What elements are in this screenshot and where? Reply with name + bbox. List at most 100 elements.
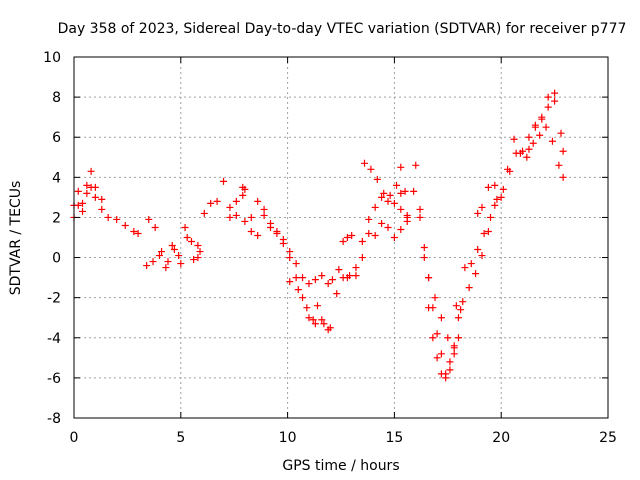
x-tick-label: 20 (492, 430, 510, 446)
data-point (318, 316, 326, 324)
data-point (267, 219, 275, 227)
data-point (151, 223, 159, 231)
data-point (352, 272, 360, 280)
data-point (378, 219, 386, 227)
x-tick-label: 25 (599, 430, 617, 446)
data-point (542, 123, 550, 131)
data-point (431, 294, 439, 302)
series-track-22 (525, 97, 559, 153)
data-point (170, 246, 178, 254)
data-point (478, 252, 486, 260)
data-point (247, 213, 255, 221)
data-point (465, 284, 473, 292)
data-point (194, 242, 202, 250)
data-points (70, 89, 567, 382)
data-point (557, 129, 565, 137)
data-point (241, 217, 249, 225)
data-point (232, 211, 240, 219)
data-point (299, 294, 307, 302)
data-point (220, 177, 228, 185)
y-tick-label: -8 (47, 411, 61, 427)
data-point (213, 197, 221, 205)
data-point (442, 374, 450, 382)
data-point (544, 93, 552, 101)
data-point (241, 185, 249, 193)
data-point (450, 344, 458, 352)
data-point (87, 167, 95, 175)
data-point (143, 262, 151, 270)
data-point (239, 191, 247, 199)
y-axis-label: SDTVAR / TECUs (8, 181, 24, 296)
data-point (525, 133, 533, 141)
data-point (538, 113, 546, 121)
data-point (292, 260, 300, 268)
data-point (311, 320, 319, 328)
data-point (254, 231, 262, 239)
data-point (467, 260, 475, 268)
data-point (348, 231, 356, 239)
data-point (450, 350, 458, 358)
data-point (254, 197, 262, 205)
data-point (286, 248, 294, 256)
series-track-20 (459, 123, 567, 306)
data-point (516, 149, 524, 157)
data-point (365, 215, 373, 223)
data-point (158, 248, 166, 256)
series-track-10 (335, 254, 366, 282)
data-point (207, 199, 215, 207)
data-point (531, 121, 539, 129)
data-point (286, 254, 294, 262)
data-point (303, 304, 311, 312)
data-point (83, 189, 91, 197)
data-point (433, 354, 441, 362)
data-point (454, 334, 462, 342)
data-point (416, 213, 424, 221)
data-point (273, 229, 281, 237)
data-point (187, 238, 195, 246)
data-point (200, 209, 208, 217)
data-point (183, 234, 191, 241)
data-point (343, 234, 351, 241)
series-track-4 (143, 223, 202, 272)
data-point (384, 223, 392, 231)
data-point (412, 161, 420, 169)
series-track-3 (145, 215, 204, 268)
data-point (474, 246, 482, 254)
y-tick-label: 6 (52, 130, 61, 146)
data-point (367, 165, 375, 173)
data-point (145, 215, 153, 223)
data-point (360, 159, 368, 167)
data-point (446, 358, 454, 366)
data-point (446, 366, 454, 374)
y-tick-label: -4 (47, 331, 61, 347)
data-point (134, 229, 142, 237)
data-point (472, 270, 480, 278)
data-point (559, 173, 567, 181)
data-point (324, 280, 332, 288)
data-point (292, 274, 300, 282)
y-tick-label: 2 (52, 210, 61, 226)
data-point (444, 334, 452, 342)
series-track-17 (425, 274, 458, 352)
data-point (478, 203, 486, 211)
grid-lines (74, 57, 608, 418)
data-point (437, 314, 445, 322)
data-point (326, 324, 334, 332)
chart-title: Day 358 of 2023, Sidereal Day-to-day VTE… (58, 21, 627, 37)
data-point (149, 258, 157, 266)
data-point (491, 201, 499, 209)
y-tick-label: -2 (47, 291, 61, 307)
data-point (358, 238, 366, 246)
data-point (371, 231, 379, 239)
data-point (420, 254, 428, 262)
data-point (551, 97, 559, 105)
data-point (371, 203, 379, 211)
data-point (504, 165, 512, 173)
data-point (487, 213, 495, 221)
series-track-2 (70, 167, 106, 221)
data-point (480, 229, 488, 237)
data-point (548, 137, 556, 145)
x-tick-label: 5 (176, 430, 185, 446)
data-point (510, 135, 518, 143)
data-point (437, 350, 445, 358)
